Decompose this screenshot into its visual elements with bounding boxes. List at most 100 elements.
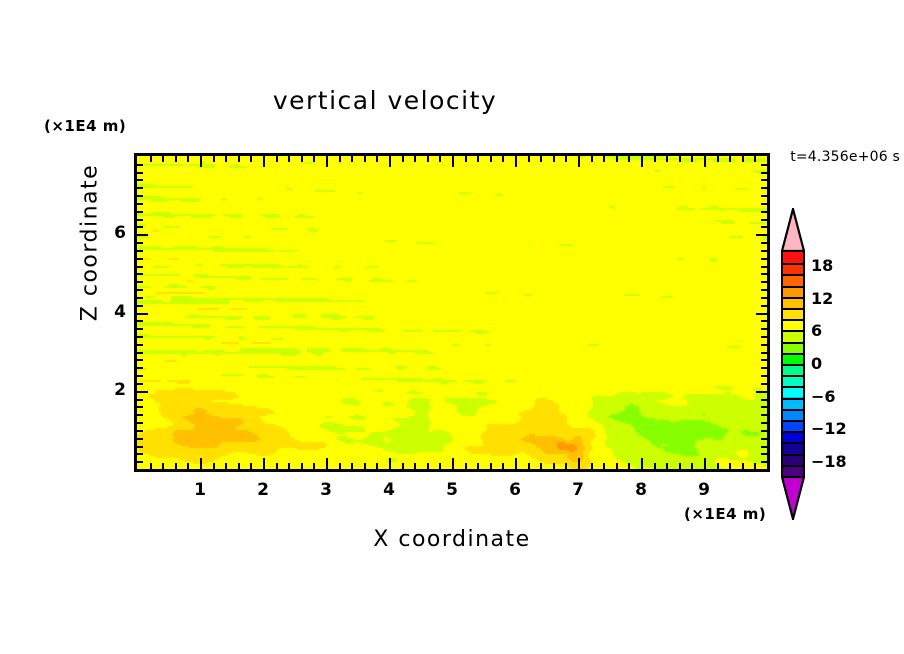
y-tick-right bbox=[761, 430, 767, 432]
y-tick-right bbox=[761, 328, 767, 330]
colorbar-band bbox=[783, 363, 803, 376]
x-tick-top bbox=[528, 156, 530, 162]
y-tick-right bbox=[761, 258, 767, 260]
y-tick bbox=[137, 164, 143, 166]
contour-plot-area[interactable] bbox=[134, 153, 770, 472]
y-tick-right bbox=[761, 446, 767, 448]
y-tick-right bbox=[761, 172, 767, 174]
x-tick-top bbox=[641, 156, 643, 167]
x-tick bbox=[452, 458, 454, 469]
y-tick-right bbox=[761, 375, 767, 377]
y-tick bbox=[137, 430, 143, 432]
y-tick bbox=[137, 359, 143, 361]
x-tick-top bbox=[666, 156, 668, 162]
x-tick-label: 7 bbox=[572, 480, 584, 500]
x-tick bbox=[301, 463, 303, 469]
x-tick-top bbox=[276, 156, 278, 162]
x-tick bbox=[603, 463, 605, 469]
x-tick-label: 9 bbox=[698, 480, 710, 500]
x-tick bbox=[414, 463, 416, 469]
x-tick bbox=[729, 463, 731, 469]
y-tick bbox=[137, 273, 143, 275]
x-tick-label: 1 bbox=[194, 480, 206, 500]
y-tick-right bbox=[761, 203, 767, 205]
x-tick bbox=[691, 463, 693, 469]
colorbar-band bbox=[783, 375, 803, 387]
y-tick bbox=[137, 179, 143, 181]
y-tick bbox=[137, 367, 143, 369]
x-tick bbox=[364, 463, 366, 469]
colorbar-band-separator bbox=[783, 464, 803, 467]
x-tick bbox=[250, 463, 252, 469]
y-tick bbox=[137, 258, 143, 260]
y-tick-right bbox=[761, 336, 767, 338]
y-tick-right bbox=[761, 453, 767, 455]
y-tick-right bbox=[761, 438, 767, 440]
y-tick-right bbox=[761, 399, 767, 401]
x-tick-top bbox=[175, 156, 177, 162]
colorbar-band-separator bbox=[783, 263, 803, 266]
page-title: vertical velocity bbox=[272, 86, 498, 115]
colorbar-band bbox=[783, 397, 803, 409]
y-tick bbox=[137, 211, 143, 213]
x-tick-top bbox=[502, 156, 504, 162]
x-tick-top bbox=[679, 156, 681, 162]
x-tick bbox=[616, 463, 618, 469]
colorbar-tick-label: −18 bbox=[811, 451, 847, 471]
x-tick-top bbox=[301, 156, 303, 162]
x-tick bbox=[565, 463, 567, 469]
colorbar[interactable]: 18 12 6 0 −6 −12 −18 bbox=[781, 208, 847, 520]
x-tick bbox=[465, 463, 467, 469]
y-tick-right bbox=[761, 187, 767, 189]
colorbar-tick-label: 18 bbox=[811, 256, 834, 276]
y-tick-right bbox=[761, 226, 767, 228]
y-tick-right bbox=[761, 359, 767, 361]
x-tick bbox=[591, 463, 593, 469]
x-tick bbox=[351, 463, 353, 469]
x-tick-top bbox=[578, 156, 580, 167]
colorbar-band bbox=[783, 408, 803, 420]
y-tick-right bbox=[761, 195, 767, 197]
x-tick bbox=[515, 458, 517, 469]
x-tick-top bbox=[729, 156, 731, 162]
colorbar-band-separator bbox=[783, 341, 803, 344]
y-tick bbox=[137, 226, 143, 228]
y-tick-right bbox=[761, 164, 767, 166]
x-tick bbox=[553, 463, 555, 469]
x-tick bbox=[376, 463, 378, 469]
x-tick bbox=[175, 463, 177, 469]
x-tick-top bbox=[162, 156, 164, 162]
y-tick-right bbox=[761, 422, 767, 424]
colorbar-band-separator bbox=[783, 274, 803, 277]
x-tick bbox=[641, 458, 643, 469]
x-tick bbox=[389, 458, 391, 469]
x-axis-title: X coordinate bbox=[373, 527, 531, 552]
x-tick-label: 3 bbox=[320, 480, 332, 500]
x-tick-top bbox=[628, 156, 630, 162]
x-tick bbox=[704, 458, 706, 469]
x-tick-label: 5 bbox=[446, 480, 458, 500]
y-tick-right bbox=[761, 211, 767, 213]
y-tick bbox=[137, 328, 143, 330]
x-tick bbox=[313, 463, 315, 469]
y-tick bbox=[137, 250, 143, 252]
colorbar-bands bbox=[781, 250, 805, 478]
colorbar-tick-label: 0 bbox=[811, 354, 823, 373]
z-axis-unit-label: (×1E4 m) bbox=[44, 117, 127, 135]
y-tick-right bbox=[761, 461, 767, 463]
colorbar-band bbox=[783, 319, 803, 331]
x-tick-label: 2 bbox=[257, 480, 269, 500]
y-tick bbox=[137, 195, 143, 197]
y-tick bbox=[137, 219, 143, 221]
x-tick-top bbox=[213, 156, 215, 162]
x-tick-top bbox=[414, 156, 416, 162]
y-tick bbox=[137, 383, 143, 385]
x-tick-top bbox=[754, 156, 756, 162]
y-tick-right bbox=[761, 406, 767, 408]
colorbar-band bbox=[783, 352, 803, 364]
colorbar-band-separator bbox=[783, 431, 803, 434]
colorbar-band bbox=[783, 274, 803, 286]
x-tick-label: 4 bbox=[383, 480, 395, 500]
x-tick-top bbox=[288, 156, 290, 162]
y-tick bbox=[137, 336, 143, 338]
